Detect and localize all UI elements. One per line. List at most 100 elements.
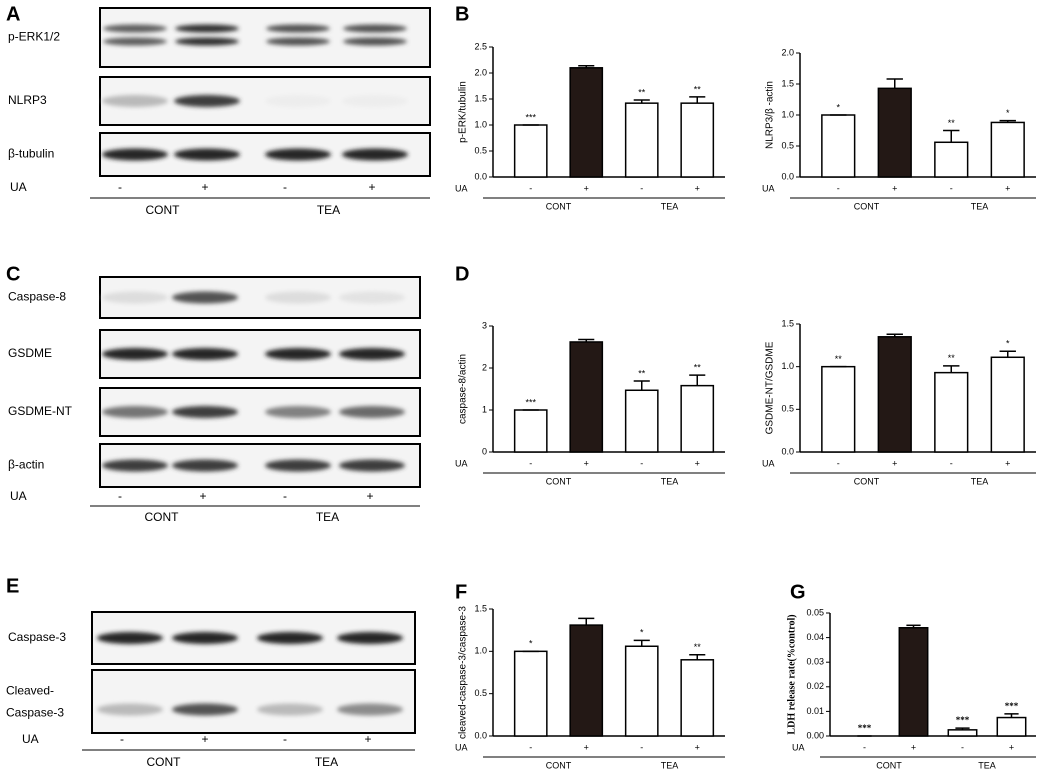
error-bar — [689, 653, 706, 660]
treatment-level: + — [364, 732, 371, 746]
treatment-level: + — [368, 180, 375, 194]
blot-row-label: GSDME — [8, 346, 52, 360]
error-bar — [1004, 713, 1019, 718]
x-tick-label: + — [584, 458, 589, 468]
y-axis-title: p-ERK/tubulin — [458, 81, 469, 143]
panel-label: F — [455, 581, 467, 603]
panel-label: E — [6, 575, 19, 597]
blot-band — [172, 406, 238, 418]
error-bar — [999, 350, 1016, 358]
group-label: CONT — [854, 201, 880, 211]
error-bar — [633, 380, 650, 391]
error-bar — [633, 639, 650, 647]
significance: * — [1006, 108, 1010, 118]
x-tick-label: + — [695, 742, 700, 752]
x-tick-label: + — [892, 183, 897, 193]
blot-band — [172, 459, 238, 472]
treatment-level: + — [201, 732, 208, 746]
x-tick-label: + — [1009, 742, 1014, 752]
blot-band — [102, 459, 168, 472]
x-tick-label: + — [695, 183, 700, 193]
treatment-label: UA — [455, 458, 468, 468]
x-tick-label: - — [950, 183, 953, 193]
bar — [569, 67, 604, 178]
significance: * — [640, 628, 644, 638]
y-tick-label: 0 — [482, 446, 487, 456]
significance: ** — [638, 368, 646, 378]
group-label: CONT — [146, 203, 181, 217]
significance: ** — [694, 84, 702, 94]
y-tick-label: 0.0 — [474, 171, 487, 181]
error-bar — [906, 624, 921, 628]
bar — [624, 102, 659, 178]
error-bar — [689, 96, 706, 104]
bar — [877, 336, 912, 453]
bar — [624, 645, 659, 737]
significance: *** — [525, 397, 536, 407]
y-tick-label: 1.5 — [474, 93, 487, 103]
y-tick-label: 0.00 — [806, 730, 824, 740]
bar — [680, 102, 715, 178]
bar — [990, 356, 1025, 453]
y-tick-label: 0.5 — [781, 404, 794, 414]
blot-band — [265, 291, 331, 304]
blot-band — [102, 348, 168, 360]
treatment-level: - — [120, 732, 124, 746]
bar — [990, 121, 1025, 178]
blot-band — [172, 632, 238, 644]
blot-row-label: β-tubulin — [8, 147, 54, 161]
bar — [569, 341, 604, 453]
blot-band — [339, 459, 405, 472]
x-tick-label: + — [892, 458, 897, 468]
treatment-label: UA — [22, 732, 39, 746]
y-tick-label: 1.0 — [781, 109, 794, 119]
blot-row-label: Caspase-8 — [8, 290, 66, 304]
error-bar — [999, 119, 1016, 123]
y-tick-label: 1.0 — [474, 646, 487, 656]
group-label: CONT — [147, 755, 182, 769]
blot-band — [337, 703, 403, 716]
blot-band — [174, 148, 240, 161]
panel-label: C — [6, 263, 20, 285]
x-tick-label: - — [837, 458, 840, 468]
blot-band — [265, 148, 331, 161]
group-label: CONT — [546, 760, 572, 770]
treatment-label: UA — [762, 458, 775, 468]
group-label: TEA — [978, 760, 996, 770]
treatment-level: + — [199, 489, 206, 503]
treatment-label: UA — [455, 742, 468, 752]
error-bar — [955, 727, 970, 730]
x-tick-label: + — [911, 742, 916, 752]
x-tick-label: - — [961, 742, 964, 752]
bar — [996, 716, 1027, 737]
bar — [898, 627, 929, 737]
blot-row-label: p-ERK1/2 — [8, 30, 60, 44]
blot-band — [102, 148, 168, 161]
significance: *** — [525, 112, 536, 122]
y-axis-title: NLRP3/β -actin — [765, 81, 776, 149]
x-tick-label: + — [584, 742, 589, 752]
treatment-level: + — [366, 489, 373, 503]
treatment-level: - — [283, 732, 287, 746]
group-label: TEA — [661, 760, 679, 770]
group-label: CONT — [546, 476, 572, 486]
bar — [877, 87, 912, 178]
x-tick-label: - — [640, 742, 643, 752]
bar — [569, 624, 604, 737]
group-label: TEA — [971, 476, 989, 486]
x-tick-label: - — [837, 183, 840, 193]
blot-frame — [91, 669, 416, 734]
y-axis-title: cleaved-caspase-3/caspase-3 — [458, 606, 469, 739]
y-tick-label: 0.01 — [806, 706, 824, 716]
group-label: TEA — [316, 510, 339, 524]
treatment-label: UA — [455, 183, 468, 193]
x-tick-label: + — [1005, 458, 1010, 468]
blot-band — [172, 703, 238, 716]
y-tick-label: 0.5 — [781, 140, 794, 150]
treatment-label: UA — [792, 742, 805, 752]
blot-row-label: GSDME-NT — [8, 404, 73, 418]
y-tick-label: 3 — [482, 320, 487, 330]
y-tick-label: 2.0 — [781, 47, 794, 57]
error-bar — [886, 78, 903, 89]
y-axis-title: caspase-8/actin — [458, 354, 469, 424]
